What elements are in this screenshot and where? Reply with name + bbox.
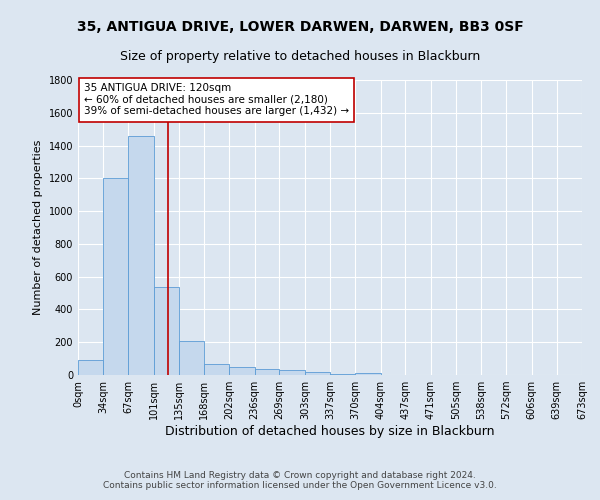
Bar (204, 364, 229, 375)
Y-axis label: Number of detached properties: Number of detached properties (33, 140, 43, 315)
Bar (229, 367, 255, 375)
Bar (128, 136, 154, 375)
Bar (78, 360, 103, 375)
Text: Size of property relative to detached houses in Blackburn: Size of property relative to detached ho… (120, 50, 480, 63)
Bar (331, 374, 355, 375)
Text: 35, ANTIGUA DRIVE, LOWER DARWEN, DARWEN, BB3 0SF: 35, ANTIGUA DRIVE, LOWER DARWEN, DARWEN,… (77, 20, 523, 34)
Bar (280, 370, 305, 375)
Bar (154, 288, 179, 375)
Text: Contains HM Land Registry data © Crown copyright and database right 2024.
Contai: Contains HM Land Registry data © Crown c… (103, 470, 497, 490)
Bar (255, 369, 280, 375)
Bar (305, 372, 331, 375)
Bar (355, 373, 380, 375)
X-axis label: Distribution of detached houses by size in Blackburn: Distribution of detached houses by size … (165, 425, 495, 438)
Bar (179, 342, 204, 375)
Text: 35 ANTIGUA DRIVE: 120sqm
← 60% of detached houses are smaller (2,180)
39% of sem: 35 ANTIGUA DRIVE: 120sqm ← 60% of detach… (84, 84, 349, 116)
Bar (103, 178, 128, 375)
